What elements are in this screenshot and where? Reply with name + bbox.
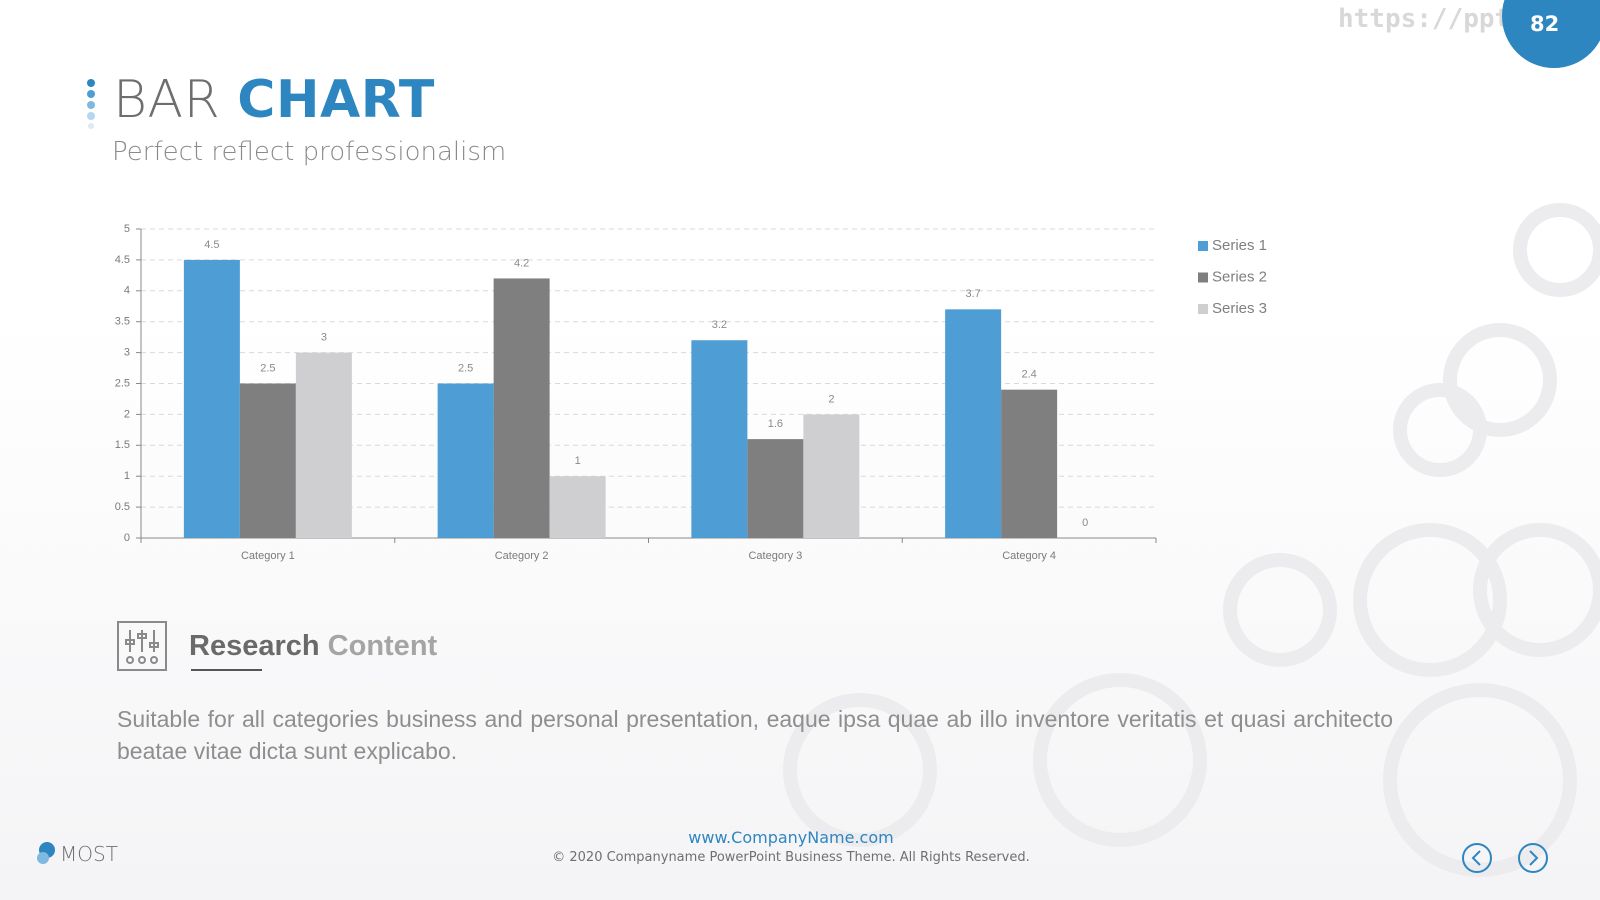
bar — [747, 439, 804, 538]
y-tick-label: 2.5 — [115, 377, 130, 389]
legend-swatch — [1198, 304, 1208, 314]
legend-label: Series 1 — [1212, 237, 1267, 254]
bar — [295, 352, 352, 538]
legend-swatch — [1198, 241, 1208, 251]
copyright: © 2020 Companyname PowerPoint Business T… — [552, 850, 1030, 865]
heading-light: Content — [327, 630, 438, 662]
title-dots — [87, 79, 95, 129]
x-tick-label: Category 3 — [748, 550, 802, 562]
bar — [549, 476, 606, 538]
y-tick-label: 0.5 — [115, 501, 130, 513]
bar — [1001, 389, 1058, 538]
next-icon — [1529, 850, 1539, 866]
y-tick-label: 3.5 — [115, 316, 130, 328]
y-tick-label: 2 — [124, 408, 130, 420]
x-tick-label: Category 1 — [241, 550, 295, 562]
research-icon — [117, 621, 167, 671]
y-tick-label: 3 — [124, 347, 130, 359]
bar — [493, 278, 550, 538]
title-bold: CHART — [237, 70, 435, 130]
section-heading: Research Content — [189, 630, 437, 663]
legend-swatch — [1198, 272, 1208, 283]
background-decoration — [783, 203, 1600, 877]
slide-subtitle: Perfect reflect professionalism — [112, 137, 507, 167]
data-label: 0 — [1082, 517, 1088, 529]
legend-label: Series 3 — [1212, 300, 1267, 317]
logo-mark — [37, 842, 55, 864]
bar — [945, 309, 1002, 538]
data-label: 3 — [321, 332, 327, 344]
heading-bold: Research — [189, 630, 320, 662]
data-label: 1.6 — [768, 418, 783, 430]
next-button[interactable] — [1518, 843, 1548, 873]
bar — [183, 259, 240, 538]
data-label: 2 — [828, 393, 834, 405]
prev-button[interactable] — [1462, 843, 1492, 873]
x-tick-label: Category 4 — [1002, 550, 1056, 562]
data-label: 2.5 — [458, 362, 473, 374]
data-label: 4.2 — [514, 257, 529, 269]
page-number: 82 — [1530, 12, 1560, 36]
title-light: BAR — [113, 70, 221, 130]
logo-text: MOST — [60, 842, 118, 866]
bar — [691, 340, 748, 538]
website: www.CompanyName.com — [688, 828, 894, 847]
data-label: 3.7 — [965, 288, 980, 300]
data-label: 2.4 — [1021, 369, 1036, 381]
data-label: 4.5 — [204, 239, 219, 251]
y-tick-label: 4 — [124, 285, 130, 297]
bar — [239, 383, 296, 538]
y-tick-label: 5 — [124, 223, 130, 235]
bar — [803, 414, 860, 538]
data-label: 3.2 — [712, 319, 727, 331]
data-label: 2.5 — [260, 362, 275, 374]
data-label: 1 — [575, 455, 581, 467]
y-tick-label: 1.5 — [115, 439, 130, 451]
prev-icon — [1471, 850, 1481, 866]
slide-title: BAR CHART — [113, 70, 435, 130]
x-tick-label: Category 2 — [495, 550, 549, 562]
legend-label: Series 2 — [1212, 268, 1267, 285]
y-tick-label: 0 — [124, 532, 130, 544]
bar — [437, 383, 494, 538]
y-tick-label: 1 — [124, 470, 130, 482]
y-tick-label: 4.5 — [115, 254, 130, 266]
body-text: Suitable for all categories business and… — [117, 706, 1393, 764]
